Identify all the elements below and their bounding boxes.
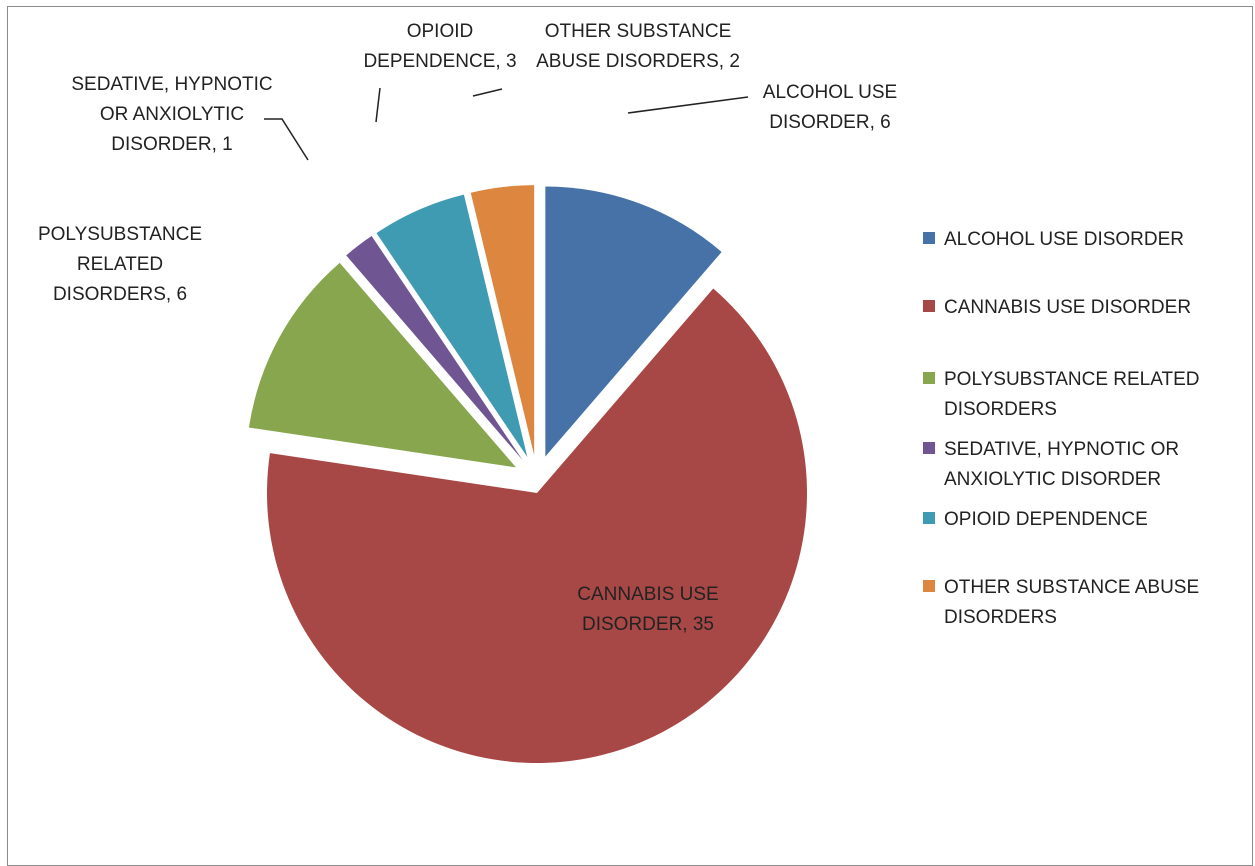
pie-slice-alcohol-use-disorder (545, 186, 722, 457)
leader-line-alcohol-use-disorder (627, 96, 749, 114)
data-labels: ALCOHOL USE DISORDER, 6 CANNABIS USE DISORD… (38, 21, 897, 635)
data-label-sedative-hypnotic-or-anxiolytic-disorder: SEDATIVE, HYPNOTIC OR ANXIOLYTIC DISORDER,… (71, 74, 272, 155)
data-label-cannabis-use-disorder: CANNABIS USE DISORDER, 35 (577, 584, 718, 635)
legend: ALCOHOL USE DISORDER CANNABIS USE DISORDE… (923, 229, 1200, 628)
leader-line-opioid-dependence (375, 87, 381, 123)
legend-swatch-other-substance-abuse-disorders (923, 580, 935, 592)
pie-slice-opioid-dependence (376, 194, 528, 458)
legend-label-polysubstance-related-disorders: POLYSUBSTANCE RELATED DISORDERS (944, 369, 1200, 420)
legend-swatch-polysubstance-related-disorders (923, 372, 935, 384)
legend-label-opioid-dependence: OPIOID DEPENDENCE (944, 509, 1148, 530)
leader-line-sedative-hypnotic-or-anxiolytic-disorder (264, 118, 309, 161)
leader-lines (264, 87, 749, 161)
legend-item-polysubstance-related-disorders: POLYSUBSTANCE RELATED DISORDERS (923, 369, 1200, 420)
legend-item-alcohol-use-disorder: ALCOHOL USE DISORDER (923, 229, 1184, 250)
legend-item-other-substance-abuse-disorders: OTHER SUBSTANCE ABUSE DISORDERS (923, 577, 1199, 628)
pie-slices (248, 185, 807, 763)
legend-label-cannabis-use-disorder: CANNABIS USE DISORDER (944, 297, 1191, 318)
pie-slice-sedative-hypnotic-or-anxiolytic-disorder (346, 235, 523, 460)
legend-label-other-substance-abuse-disorders: OTHER SUBSTANCE ABUSE DISORDERS (944, 577, 1199, 628)
legend-label-sedative-hypnotic-or-anxiolytic-disorder: SEDATIVE, HYPNOTIC OR ANXIOLYTIC DISORDER (944, 439, 1179, 490)
pie-slice-other-substance-abuse-disorders (470, 185, 535, 456)
leader-line-other-substance-abuse-disorders (472, 88, 503, 97)
data-label-opioid-dependence: OPIOID DEPENDENCE, 3 (363, 21, 516, 72)
legend-item-opioid-dependence: OPIOID DEPENDENCE (923, 509, 1148, 530)
data-label-other-substance-abuse-disorders: OTHER SUBSTANCE ABUSE DISORDERS, 2 (536, 21, 740, 72)
pie-slice-cannabis-use-disorder (266, 288, 807, 763)
data-label-polysubstance-related-disorders: POLYSUBSTANCE RELATED DISORDERS, 6 (38, 224, 202, 305)
legend-swatch-alcohol-use-disorder (923, 232, 935, 244)
legend-swatch-opioid-dependence (923, 512, 935, 524)
legend-swatch-sedative-hypnotic-or-anxiolytic-disorder (923, 442, 935, 454)
data-label-alcohol-use-disorder: ALCOHOL USE DISORDER, 6 (763, 82, 897, 133)
legend-swatch-cannabis-use-disorder (923, 300, 935, 312)
legend-item-sedative-hypnotic-or-anxiolytic-disorder: SEDATIVE, HYPNOTIC OR ANXIOLYTIC DISORDER (923, 439, 1179, 490)
legend-label-alcohol-use-disorder: ALCOHOL USE DISORDER (944, 229, 1184, 250)
pie-slice-polysubstance-related-disorders (248, 262, 516, 468)
legend-item-cannabis-use-disorder: CANNABIS USE DISORDER (923, 297, 1191, 318)
pie-chart: ALCOHOL USE DISORDER, 6 CANNABIS USE DISORD… (38, 21, 1200, 763)
